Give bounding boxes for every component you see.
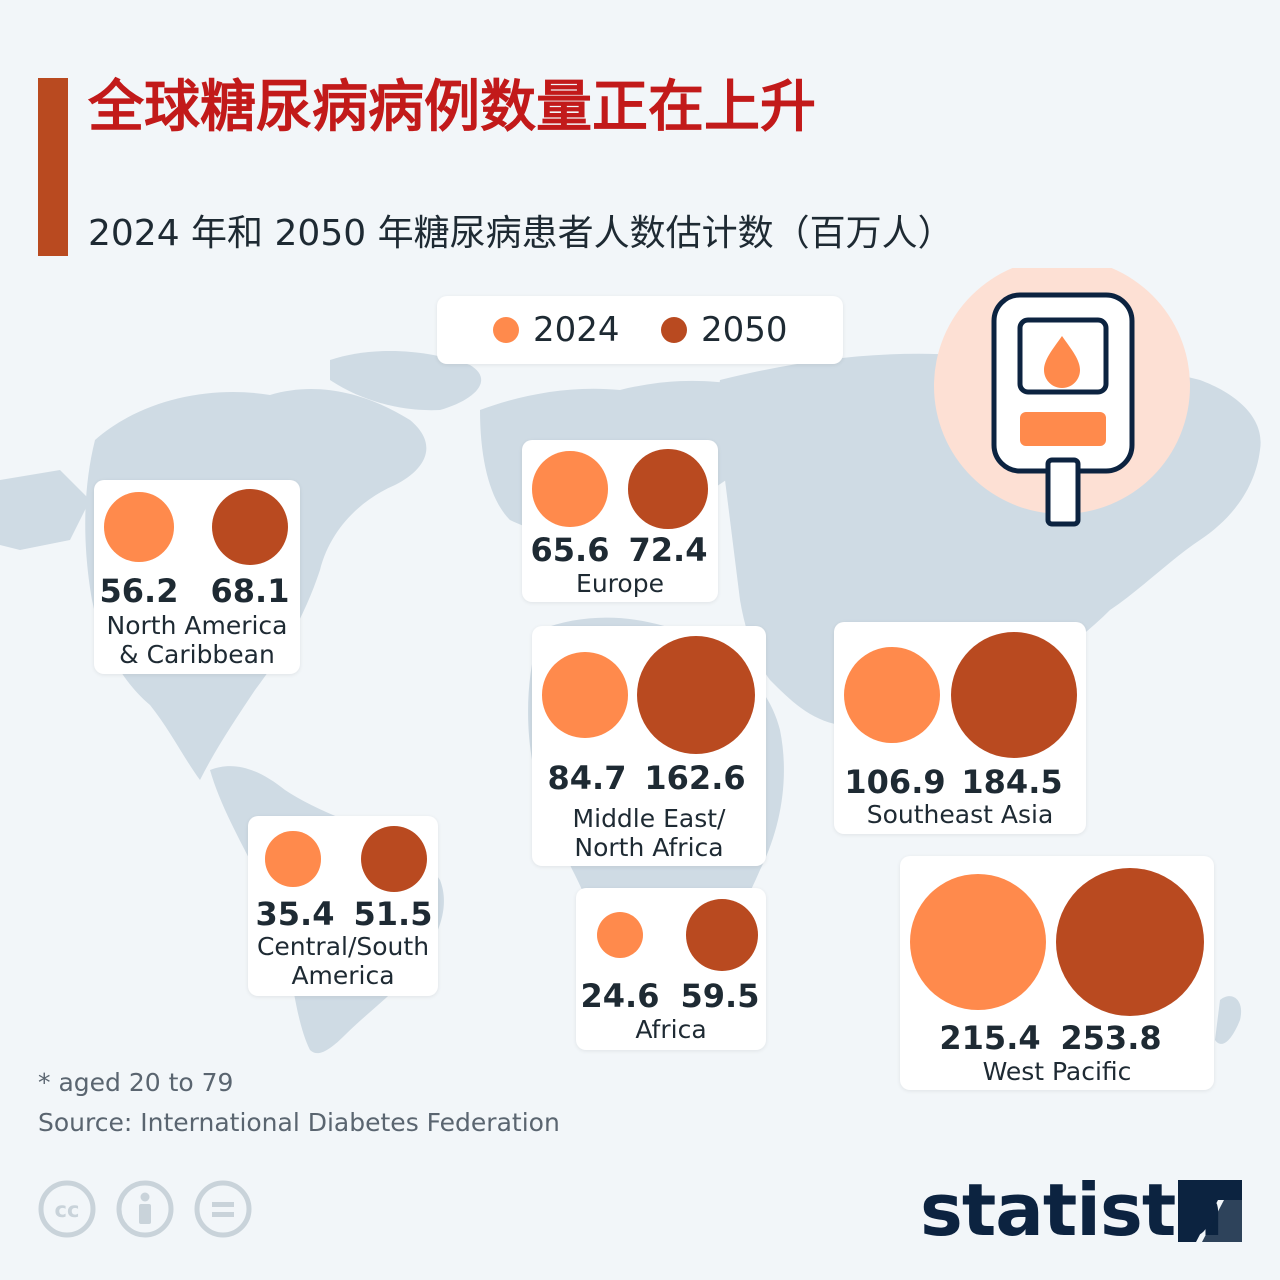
footnote: * aged 20 to 79 — [38, 1068, 234, 1097]
region-label-europe: Europe — [576, 569, 664, 598]
legend: 2024 2050 — [437, 296, 843, 364]
bubble-2024-europe — [532, 451, 608, 527]
value-2024-middle-east: 84.7 — [547, 759, 627, 797]
region-label-north-america: North America & Caribbean — [106, 611, 288, 669]
value-2050-north-america: 68.1 — [210, 572, 290, 610]
bubble-2024-central-south-america — [265, 831, 321, 887]
value-2050-southeast-asia: 184.5 — [961, 763, 1063, 801]
region-card-middle-east: 84.7 162.6 Middle East/ North Africa — [532, 626, 766, 866]
value-2024-west-pacific: 215.4 — [939, 1019, 1041, 1057]
bubble-2024-north-america — [104, 492, 174, 562]
bubble-2024-middle-east — [542, 652, 628, 738]
title-accent-bar — [38, 78, 68, 256]
value-2024-north-america: 56.2 — [99, 572, 179, 610]
region-card-west-pacific: 215.4 253.8 West Pacific — [900, 856, 1214, 1090]
value-2050-central-south-america: 51.5 — [353, 895, 433, 933]
cc-icon: cc — [38, 1180, 96, 1238]
region-label-central-south-america: Central/South America — [256, 932, 430, 990]
region-label-africa: Africa — [635, 1015, 707, 1044]
region-card-north-america: 56.2 68.1 North America & Caribbean — [94, 480, 300, 674]
region-card-central-south-america: 35.4 51.5 Central/South America — [248, 816, 438, 996]
value-2024-europe: 65.6 — [530, 531, 610, 569]
svg-text:cc: cc — [55, 1198, 80, 1222]
region-label-southeast-asia: Southeast Asia — [866, 800, 1054, 829]
bubble-2050-west-pacific — [1056, 868, 1204, 1016]
bubble-2050-africa — [686, 899, 758, 971]
legend-item-2050: 2050 — [661, 296, 788, 364]
bubble-2024-west-pacific — [909, 873, 1047, 1011]
region-label-west-pacific: West Pacific — [982, 1057, 1132, 1086]
value-2050-west-pacific: 253.8 — [1060, 1019, 1162, 1057]
statista-logo-icon — [1178, 1180, 1242, 1242]
legend-label-2050: 2050 — [701, 310, 788, 350]
value-2050-africa: 59.5 — [680, 977, 760, 1015]
bubble-2050-europe — [628, 449, 708, 529]
glucose-meter-icon — [934, 258, 1194, 532]
bubble-2050-southeast-asia — [950, 631, 1078, 759]
chart-title: 全球糖尿病病例数量正在上升 — [88, 75, 816, 140]
bubble-2024-southeast-asia — [843, 646, 941, 744]
value-2050-middle-east: 162.6 — [644, 759, 746, 797]
chart-subtitle: 2024 年和 2050 年糖尿病患者人数估计数（百万人） — [88, 213, 954, 254]
value-2024-southeast-asia: 106.9 — [844, 763, 946, 801]
region-card-europe: 65.6 72.4 Europe — [522, 440, 718, 602]
source-note: Source: International Diabetes Federatio… — [38, 1108, 560, 1137]
bubble-2050-north-america — [211, 488, 289, 566]
bubble-2050-middle-east — [636, 635, 756, 755]
value-2024-central-south-america: 35.4 — [255, 895, 335, 933]
statista-logo-text: statista — [920, 1168, 1224, 1252]
value-2050-europe: 72.4 — [628, 531, 708, 569]
no-derivatives-icon — [194, 1180, 252, 1238]
value-2024-africa: 24.6 — [580, 977, 660, 1015]
region-label-middle-east: Middle East/ North Africa — [572, 804, 726, 862]
attribution-icon — [116, 1180, 174, 1238]
region-card-africa: 24.6 59.5 Africa — [576, 888, 766, 1050]
region-card-southeast-asia: 106.9 184.5 Southeast Asia — [834, 622, 1086, 834]
legend-label-2024: 2024 — [533, 310, 620, 350]
bubble-2050-central-south-america — [360, 825, 428, 893]
legend-item-2024: 2024 — [493, 296, 620, 364]
legend-swatch-2050 — [661, 317, 687, 343]
legend-swatch-2024 — [493, 317, 519, 343]
bubble-2024-africa — [596, 911, 644, 959]
